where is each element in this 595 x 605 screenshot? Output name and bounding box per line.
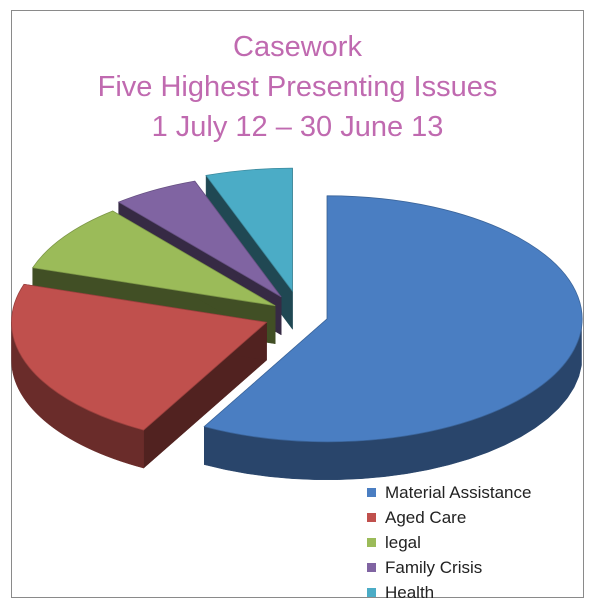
chart-title-line-3: 1 July 12 – 30 June 13 [151,111,444,143]
chart-title-line-2: Five Highest Presenting Issues [97,71,498,103]
pie-slice-top [205,167,293,293]
legend-item-aged-care: Aged Care [367,505,531,530]
legend-label: legal [385,532,421,552]
legend-label: Family Crisis [385,557,483,577]
legend-swatch [367,488,376,497]
legend-swatch [367,513,376,522]
legend-item-material-assistance: Material Assistance [367,480,531,505]
legend-swatch [367,538,376,547]
legend-item-health: Health [367,580,531,605]
legend-item-family-crisis: Family Crisis [367,555,531,580]
chart-title-line-1: Casework [233,31,362,63]
pie-slice-top [11,283,268,431]
pie-slice-material-assistance [203,195,583,480]
pie-slice-top [31,210,276,307]
legend-swatch [367,588,376,597]
legend-label: Health [385,582,435,602]
chart-legend: Material Assistance Aged Care legal Fami… [367,480,531,605]
pie-slice-aged-care [11,283,268,469]
pie-slice-top [117,180,282,298]
legend-label: Material Assistance [385,482,532,502]
legend-label: Aged Care [385,507,467,527]
legend-swatch [367,563,376,572]
legend-item-legal: legal [367,530,531,555]
pie-slice-top [203,195,583,443]
